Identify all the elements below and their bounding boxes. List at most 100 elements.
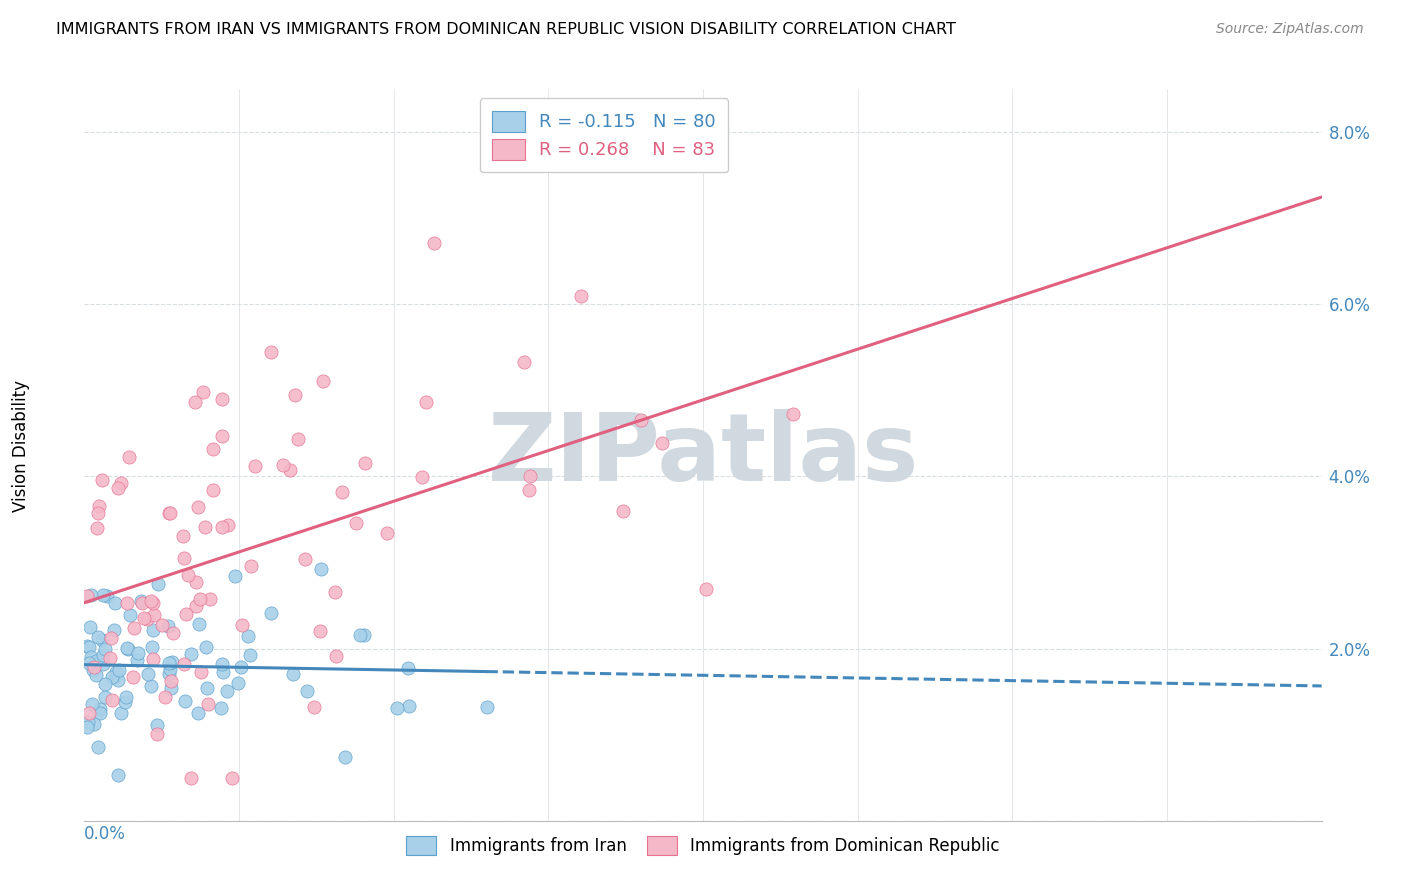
Point xyxy=(312,374,335,388)
Point xyxy=(110,476,132,491)
Point xyxy=(115,641,138,656)
Point xyxy=(569,289,592,303)
Point xyxy=(83,717,105,731)
Point xyxy=(100,692,122,706)
Point xyxy=(76,714,98,729)
Point xyxy=(174,694,197,708)
Point xyxy=(191,385,214,400)
Point xyxy=(80,697,103,711)
Point xyxy=(136,612,159,626)
Point xyxy=(105,668,128,682)
Point xyxy=(221,771,243,785)
Text: ZIPatlas: ZIPatlas xyxy=(488,409,918,501)
Point xyxy=(217,684,239,698)
Point xyxy=(107,481,129,495)
Point xyxy=(125,653,148,667)
Point xyxy=(202,442,225,456)
Point xyxy=(240,558,263,573)
Point xyxy=(231,659,253,673)
Point xyxy=(143,607,166,622)
Point xyxy=(79,619,101,633)
Point xyxy=(197,697,219,711)
Point xyxy=(173,657,195,671)
Point xyxy=(325,649,347,664)
Point xyxy=(146,727,169,741)
Point xyxy=(142,623,165,637)
Point xyxy=(194,640,217,655)
Point xyxy=(160,655,183,669)
Point xyxy=(188,591,211,606)
Point xyxy=(294,552,316,566)
Point xyxy=(122,670,145,684)
Point xyxy=(162,626,184,640)
Point xyxy=(156,619,179,633)
Point xyxy=(211,665,233,679)
Point xyxy=(184,599,207,614)
Point xyxy=(211,520,233,534)
Point xyxy=(91,474,114,488)
Point xyxy=(134,611,156,625)
Point xyxy=(519,468,541,483)
Point xyxy=(159,506,181,520)
Point xyxy=(385,701,408,715)
Text: IMMIGRANTS FROM IRAN VS IMMIGRANTS FROM DOMINICAN REPUBLIC VISION DISABILITY COR: IMMIGRANTS FROM IRAN VS IMMIGRANTS FROM … xyxy=(56,22,956,37)
Point xyxy=(186,574,208,589)
Point xyxy=(87,506,110,520)
Point xyxy=(141,679,163,693)
Point xyxy=(114,690,136,704)
Point xyxy=(91,588,114,602)
Point xyxy=(82,663,104,677)
Point xyxy=(152,617,174,632)
Point xyxy=(187,706,209,720)
Text: 0.0%: 0.0% xyxy=(84,825,127,843)
Point xyxy=(344,516,367,531)
Point xyxy=(330,484,353,499)
Point xyxy=(224,568,246,582)
Point xyxy=(211,657,233,672)
Point xyxy=(80,588,103,602)
Point xyxy=(146,577,169,591)
Point xyxy=(108,663,131,677)
Point xyxy=(398,661,420,675)
Point xyxy=(90,632,112,647)
Point xyxy=(142,652,165,666)
Point xyxy=(76,639,98,653)
Point xyxy=(295,684,318,698)
Point xyxy=(141,640,163,655)
Point xyxy=(243,458,266,473)
Point xyxy=(76,589,98,603)
Point xyxy=(118,450,141,464)
Point xyxy=(283,666,305,681)
Point xyxy=(101,670,124,684)
Point xyxy=(287,432,309,446)
Point xyxy=(349,628,371,642)
Point xyxy=(127,646,149,660)
Point xyxy=(180,771,202,785)
Point xyxy=(284,388,307,402)
Point xyxy=(513,355,536,369)
Point xyxy=(87,630,110,644)
Point xyxy=(239,648,262,662)
Point xyxy=(190,665,212,679)
Point xyxy=(117,642,139,657)
Point xyxy=(309,624,332,638)
Point xyxy=(142,596,165,610)
Point xyxy=(201,483,224,497)
Point xyxy=(209,700,232,714)
Point xyxy=(194,519,217,533)
Point xyxy=(77,706,100,720)
Point xyxy=(271,458,294,472)
Point xyxy=(187,617,209,632)
Point xyxy=(157,656,180,670)
Point xyxy=(118,607,141,622)
Point xyxy=(187,500,209,514)
Point xyxy=(100,631,122,645)
Point xyxy=(107,673,129,687)
Point xyxy=(129,594,152,608)
Point xyxy=(103,624,125,638)
Point xyxy=(153,690,176,705)
Point xyxy=(100,651,122,665)
Point xyxy=(87,499,110,513)
Point xyxy=(260,345,283,359)
Point xyxy=(122,621,145,635)
